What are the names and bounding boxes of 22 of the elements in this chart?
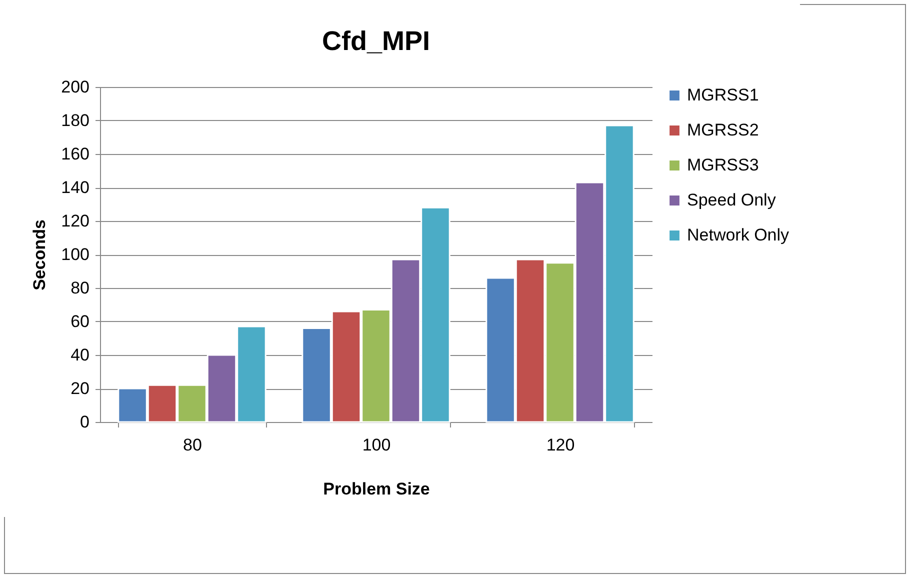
y-tick-label: 120 (61, 212, 90, 230)
y-tick-label: 100 (61, 245, 90, 264)
legend-label: Speed Only (687, 190, 776, 210)
y-tick-label: 140 (61, 178, 90, 197)
legend-label: MGRSS1 (687, 86, 759, 104)
x-tick-label: 120 (546, 436, 575, 454)
y-tick-label: 0 (80, 412, 90, 432)
y-tick-label: 60 (70, 312, 90, 331)
x-tick-label: 80 (183, 436, 202, 454)
x-tick-label: 100 (362, 436, 391, 454)
y-tick-label: 20 (70, 379, 90, 398)
legend-label: MGRSS3 (687, 156, 759, 174)
y-tick-label: 80 (70, 278, 90, 298)
y-tick-label: 40 (70, 346, 90, 364)
y-tick-label: 160 (61, 144, 90, 164)
legend-label: MGRSS2 (687, 120, 759, 140)
x-axis-title: Problem Size (323, 480, 430, 498)
chart-title: Cfd_MPI (322, 26, 430, 56)
legend-label: Network Only (687, 226, 790, 244)
y-tick-label: 180 (61, 111, 90, 130)
y-axis-title: Seconds (30, 220, 50, 290)
y-tick-label: 200 (61, 78, 90, 96)
